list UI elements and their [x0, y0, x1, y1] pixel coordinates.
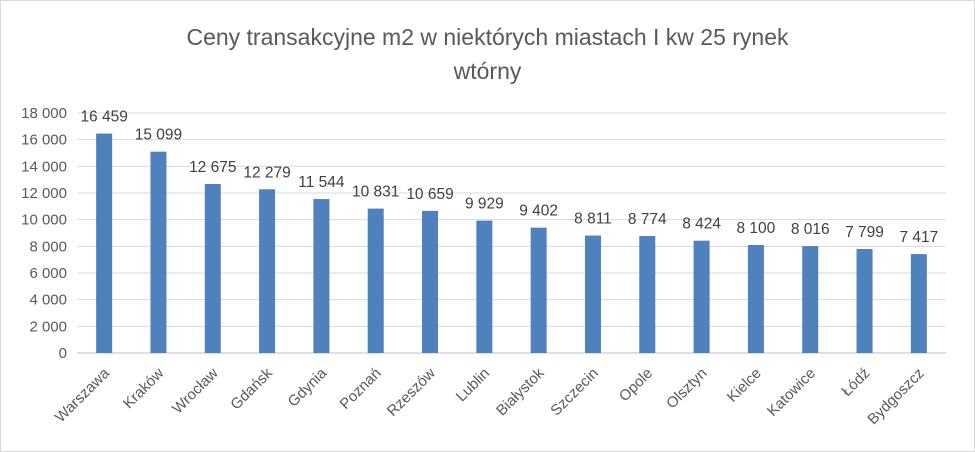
bar: [910, 254, 927, 353]
bar: [259, 189, 276, 353]
y-tick-label: 0: [59, 345, 67, 362]
category-label: Poznań: [337, 365, 385, 413]
data-label: 16 459: [80, 109, 127, 126]
category-label: Katowice: [764, 365, 819, 420]
data-label: 8 811: [574, 211, 612, 228]
bar: [639, 236, 656, 353]
category-label: Szczecin: [547, 365, 601, 419]
bars: [96, 133, 927, 353]
y-tick-label: 16 000: [21, 132, 67, 149]
data-label: 10 659: [406, 186, 453, 203]
y-tick-label: 14 000: [21, 158, 67, 175]
category-label: Rzeszów: [384, 365, 439, 420]
category-label: Gdańsk: [227, 364, 276, 413]
bar: [313, 199, 330, 353]
bar: [150, 151, 167, 353]
bar: [856, 249, 873, 353]
data-label: 9 929: [465, 196, 504, 213]
chart-title: Ceny transakcyjne m2 w niektórych miasta…: [0, 20, 975, 88]
bar: [693, 240, 710, 353]
bar: [584, 235, 601, 353]
data-label: 15 099: [135, 127, 182, 144]
y-tick-label: 6 000: [29, 265, 67, 282]
data-label: 9 402: [519, 203, 558, 220]
bar: [422, 210, 439, 353]
category-label: Białystok: [493, 364, 548, 419]
category-label: Wrocław: [169, 365, 222, 418]
data-label: 12 279: [243, 164, 290, 181]
y-tick-label: 8 000: [29, 238, 67, 255]
y-tick-label: 12 000: [21, 185, 67, 202]
gridlines: [77, 112, 946, 354]
chart-title-line-1: Ceny transakcyjne m2 w niektórych miasta…: [186, 24, 789, 50]
category-label: Lublin: [453, 365, 493, 405]
chart-title-line-2: wtórny: [453, 58, 522, 84]
category-label: Kraków: [120, 365, 168, 413]
data-labels: 16 459 15 099 12 675 12 279 11 544 10 831 10 6…: [80, 109, 938, 247]
data-label: 7 799: [845, 224, 884, 241]
bar: [476, 220, 493, 353]
y-tick-label: 4 000: [29, 292, 67, 309]
category-label: Kielce: [724, 365, 765, 406]
data-label: 7 417: [899, 229, 938, 246]
category-label: Olsztyn: [663, 365, 710, 412]
category-label: Opole: [616, 365, 656, 405]
category-label: Łódź: [838, 365, 873, 400]
y-tick-label: 10 000: [21, 212, 67, 229]
data-label: 8 100: [737, 220, 776, 237]
category-labels: Warszawa Kraków Wrocław Gdańsk Gdynia Poznań R…: [52, 364, 928, 428]
category-label: Warszawa: [52, 364, 114, 426]
category-label: Bydgoszcz: [864, 365, 927, 428]
y-tick-label: 18 000: [21, 105, 67, 122]
bar: [802, 246, 819, 353]
data-label: 8 424: [682, 216, 721, 233]
bar: [747, 245, 764, 353]
bar: [204, 184, 221, 353]
bar: [367, 208, 384, 353]
data-label: 12 675: [189, 159, 236, 176]
y-axis-tick-labels: 0 2 000 4 000 6 000 8 000 10 000 12 000 14 000 1…: [21, 105, 67, 362]
data-label: 11 544: [298, 174, 345, 191]
data-label: 8 016: [791, 221, 830, 238]
bar: [96, 133, 113, 353]
bar: [530, 227, 547, 353]
category-label: Gdynia: [285, 364, 331, 410]
data-label: 8 774: [628, 211, 667, 228]
data-label: 10 831: [352, 184, 399, 201]
y-tick-label: 2 000: [29, 318, 67, 335]
